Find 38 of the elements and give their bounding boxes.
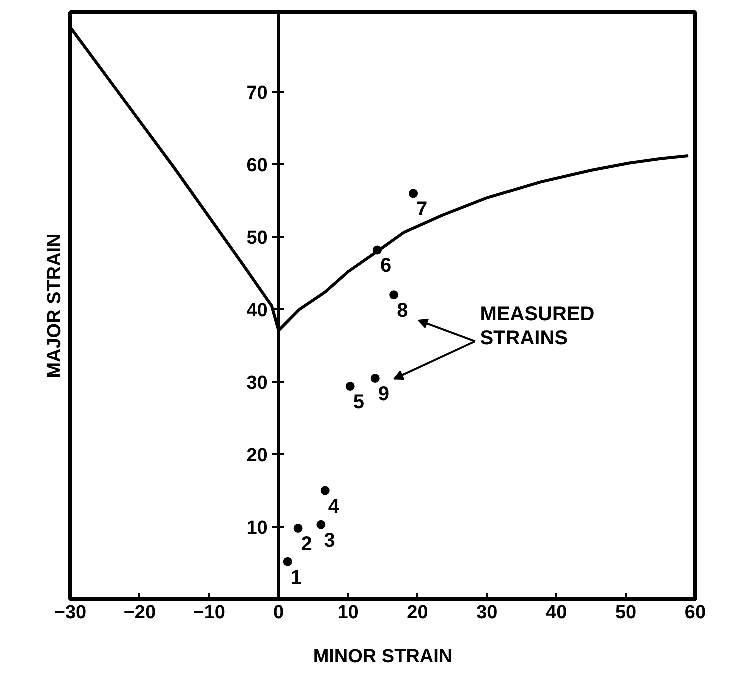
point [370, 374, 380, 383]
x-tick-label: −20 [124, 602, 156, 624]
point [372, 246, 382, 255]
annotation: 8 [397, 300, 408, 322]
y-tick-label: 60 [246, 156, 268, 177]
x-tick-label: −30 [54, 602, 87, 624]
y-tick-label: 20 [246, 446, 268, 467]
point [320, 486, 330, 496]
x-tick-label: 30 [476, 602, 498, 624]
annotation: 4 [328, 496, 340, 518]
annotation: 5 [353, 391, 364, 414]
y-tick-label: 30 [246, 373, 268, 394]
y-tick-label: 70 [246, 83, 268, 104]
annotation: MEASURED STRAINS [480, 303, 595, 350]
annotation: 6 [380, 255, 392, 278]
x-tick-label: −10 [193, 602, 226, 624]
x-tick-label: 0 [274, 602, 284, 624]
point [283, 557, 292, 566]
point [346, 382, 355, 391]
point [316, 520, 326, 530]
point [294, 524, 303, 533]
annotation: 2 [301, 533, 312, 556]
point [409, 189, 418, 198]
y-tick-label: 10 [246, 518, 268, 540]
x-tick-label: 20 [407, 602, 428, 624]
y-tick-label: 40 [246, 300, 268, 322]
x-tick-label: 40 [546, 602, 568, 624]
annotation: 7 [416, 198, 428, 221]
annotation: 9 [378, 383, 390, 406]
x-tick-label: 50 [615, 602, 637, 624]
x-axis-title: MINOR STRAIN [313, 646, 453, 668]
annotation: 3 [324, 530, 336, 552]
y-axis-title: MAJOR STRAIN [44, 234, 66, 378]
x-tick-label: 10 [338, 602, 359, 624]
annotation: 1 [290, 566, 302, 589]
y-tick-label: 50 [246, 228, 268, 250]
x-tick-label: 60 [684, 602, 706, 624]
point [390, 290, 399, 300]
